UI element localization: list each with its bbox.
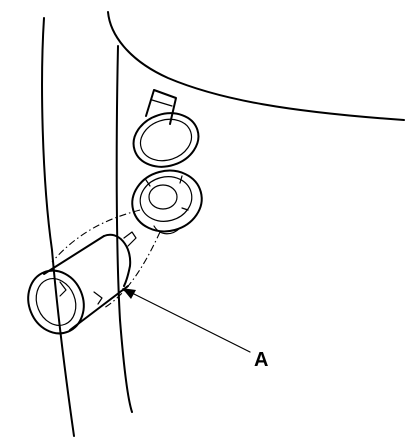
socket-housing xyxy=(131,169,203,235)
socket-cover-lid xyxy=(132,89,200,168)
socket-sleeve xyxy=(27,231,137,335)
leader-line-a xyxy=(122,288,251,353)
console-panel xyxy=(41,11,405,437)
callout-label-a: A xyxy=(254,349,268,371)
alignment-lines xyxy=(51,209,161,309)
